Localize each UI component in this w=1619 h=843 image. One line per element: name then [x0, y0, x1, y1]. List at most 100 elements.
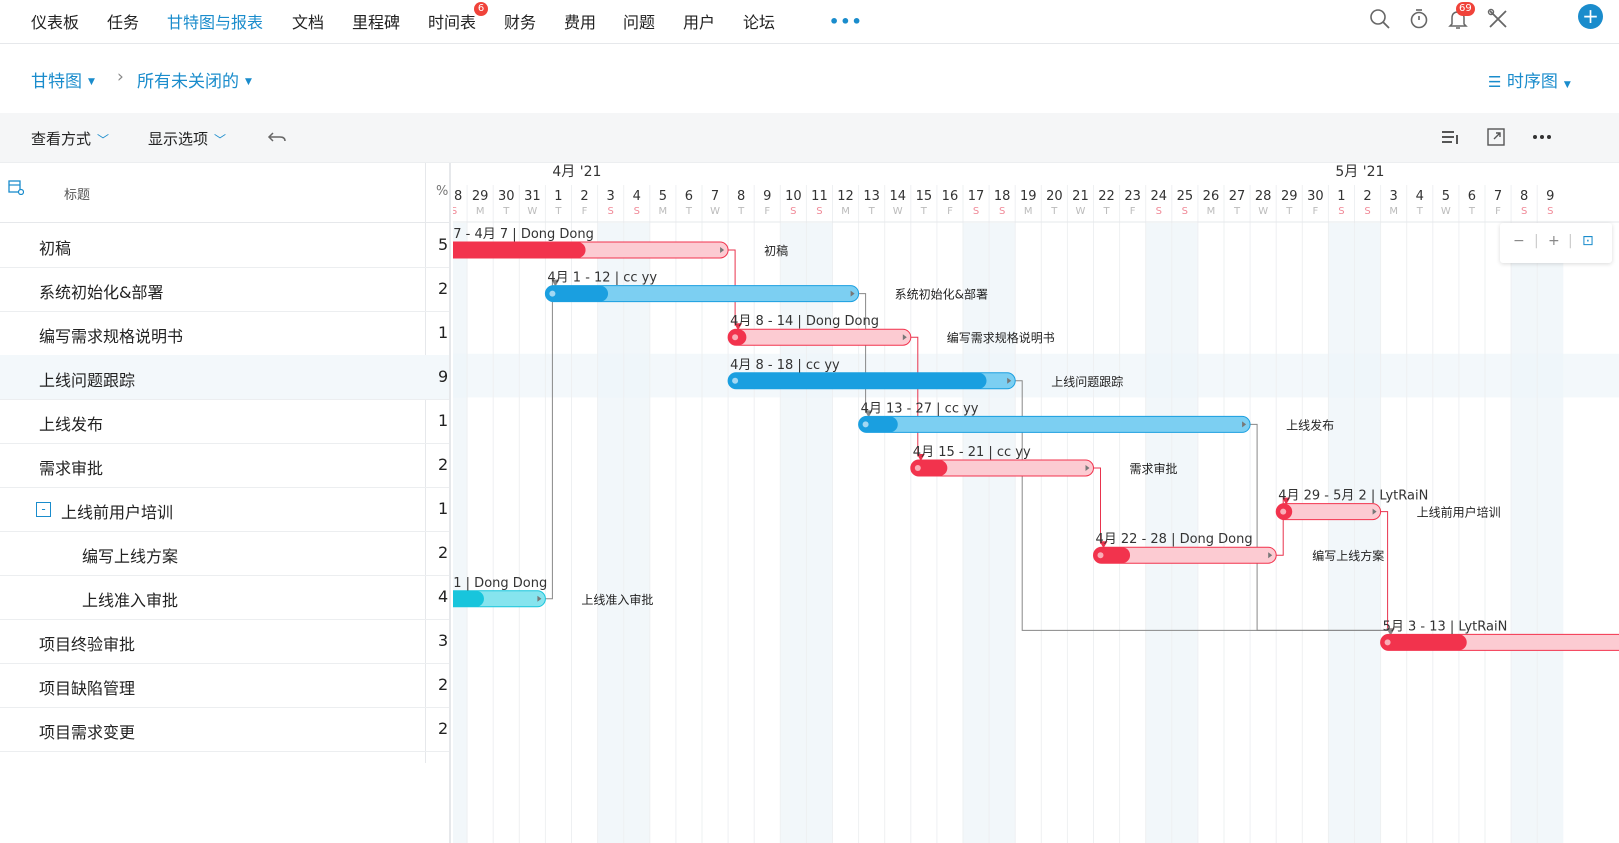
collapse-toggle-icon[interactable]: -: [36, 502, 51, 517]
task-percent: 9(: [438, 367, 449, 386]
weekday-label: M: [659, 206, 668, 217]
zoom-out-icon[interactable]: −: [1513, 233, 1525, 249]
weekday-label: S: [453, 206, 457, 217]
breadcrumb-gantt-dropdown[interactable]: 甘特图 ▼: [31, 67, 95, 92]
weekday-label: W: [893, 206, 903, 217]
timer-icon[interactable]: [1406, 6, 1432, 32]
nav-more-icon[interactable]: •••: [829, 12, 863, 31]
day-label: 30: [498, 189, 515, 204]
tools-icon[interactable]: [1485, 6, 1511, 32]
table-row[interactable]: 项目缺陷管理 2(: [0, 663, 449, 708]
weekday-label: T: [685, 206, 693, 217]
resize-handle: [537, 595, 542, 602]
view-mode-dropdown[interactable]: 查看方式 ﹀: [31, 128, 109, 149]
drag-handle: [732, 334, 739, 341]
add-button[interactable]: +: [1578, 4, 1603, 29]
day-label: 21: [1072, 189, 1089, 204]
table-row[interactable]: 上线问题跟踪 9(: [0, 355, 449, 400]
table-row[interactable]: 上线准入审批 4(: [0, 575, 449, 620]
task-title: 项目需求变更: [39, 723, 136, 742]
table-row[interactable]: 编写上线方案 2(: [0, 531, 449, 576]
bar-label: 4月 1 - 12 | cc yy: [547, 271, 657, 286]
weekday-label: F: [1130, 206, 1136, 217]
task-percent: 2(: [438, 279, 449, 298]
day-label: 12: [837, 189, 854, 204]
undo-icon[interactable]: [265, 125, 289, 149]
table-row[interactable]: 系统初始化&部署 2(: [0, 267, 449, 312]
day-label: 3: [1390, 189, 1398, 204]
nav-finance[interactable]: 财务: [504, 13, 537, 32]
table-row[interactable]: 项目需求变更 2(: [0, 707, 449, 752]
table-row[interactable]: - 上线前用户培训 1(: [0, 487, 449, 532]
weekday-label: M: [841, 206, 850, 217]
task-title: 项目缺陷管理: [39, 679, 136, 698]
breadcrumb-filter-dropdown[interactable]: 所有未关闭的 ▼: [137, 67, 252, 92]
drag-handle: [862, 421, 869, 428]
nav-dashboard[interactable]: 仪表板: [31, 13, 80, 32]
column-settings-icon[interactable]: [8, 179, 24, 195]
nav-forum[interactable]: 论坛: [743, 13, 776, 32]
column-divider[interactable]: [425, 163, 426, 763]
weekend-column: [453, 223, 468, 843]
task-title: 上线前用户培训: [61, 503, 174, 522]
table-row[interactable]: 初稿 5(: [0, 223, 449, 268]
fullscreen-icon[interactable]: [1484, 125, 1508, 149]
day-label: 8: [1520, 189, 1528, 204]
dependency-arrow: [1386, 628, 1395, 636]
display-options-dropdown[interactable]: 显示选项 ﹀: [148, 128, 226, 149]
more-options-icon[interactable]: [1530, 125, 1554, 149]
dependency-arrow: [734, 323, 743, 331]
day-label: 9: [1546, 189, 1554, 204]
sequence-view-dropdown[interactable]: ☰ 时序图 ▼: [1488, 67, 1571, 92]
nav-issues[interactable]: 问题: [623, 13, 656, 32]
grid-header: 标题 %: [0, 163, 449, 223]
search-icon[interactable]: [1367, 6, 1393, 32]
bar-task-name: 上线发布: [1286, 417, 1334, 432]
bar-label: 27 - 4月 7 | Dong Dong: [453, 227, 594, 242]
nav-milestones[interactable]: 里程碑: [352, 13, 401, 32]
bar-task-name: 上线问题跟踪: [1051, 375, 1123, 389]
weekday-label: S: [607, 206, 613, 217]
fit-to-screen-icon[interactable]: ⊡: [1582, 233, 1594, 249]
task-percent: 1(: [438, 323, 449, 342]
day-label: 13: [863, 189, 880, 204]
zoom-in-icon[interactable]: +: [1548, 233, 1560, 249]
nav-expenses[interactable]: 费用: [564, 13, 597, 32]
day-label: 5: [1442, 189, 1450, 204]
table-row[interactable]: 项目终验审批 3(: [0, 619, 449, 664]
table-row[interactable]: 上线发布 1(: [0, 399, 449, 444]
day-label: 15: [916, 189, 933, 204]
nav-documents[interactable]: 文档: [292, 13, 325, 32]
nav-users[interactable]: 用户: [683, 13, 716, 32]
task-progress: [1093, 547, 1131, 564]
day-label: 22: [1098, 189, 1115, 204]
day-label: 9: [763, 189, 771, 204]
column-title-header[interactable]: 标题: [64, 188, 91, 203]
weekday-label: S: [1521, 206, 1527, 217]
sequence-view-label: 时序图: [1506, 72, 1558, 92]
columns-icon[interactable]: [1438, 125, 1462, 149]
nav-gantt-reports[interactable]: 甘特图与报表: [167, 13, 264, 32]
weekday-label: F: [764, 206, 770, 217]
weekend-column: [1511, 223, 1538, 843]
day-label: 18: [994, 189, 1011, 204]
column-percent-header[interactable]: %: [436, 184, 449, 199]
resize-handle: [1372, 508, 1377, 515]
weekend-column: [780, 223, 807, 843]
day-label: 27: [1229, 189, 1246, 204]
table-row[interactable]: 需求审批 2(: [0, 443, 449, 488]
task-bar: [1275, 503, 1382, 521]
weekday-label: T: [920, 206, 928, 217]
day-label: 2: [580, 189, 588, 204]
task-percent: 1(: [438, 411, 449, 430]
breadcrumb-filter-label: 所有未关闭的: [137, 72, 239, 92]
bar-task-name: 系统初始化&部署: [895, 287, 988, 302]
bar-label: 4月 15 - 21 | cc yy: [913, 445, 1031, 460]
bar-task-name: 编写需求规格说明书: [947, 330, 1055, 345]
task-title: 上线发布: [39, 415, 104, 434]
weekend-column: [1537, 223, 1564, 843]
nav-tasks[interactable]: 任务: [107, 13, 140, 32]
table-row[interactable]: 编写需求规格说明书 1(: [0, 311, 449, 356]
nav-timesheet[interactable]: 时间表: [428, 13, 477, 32]
